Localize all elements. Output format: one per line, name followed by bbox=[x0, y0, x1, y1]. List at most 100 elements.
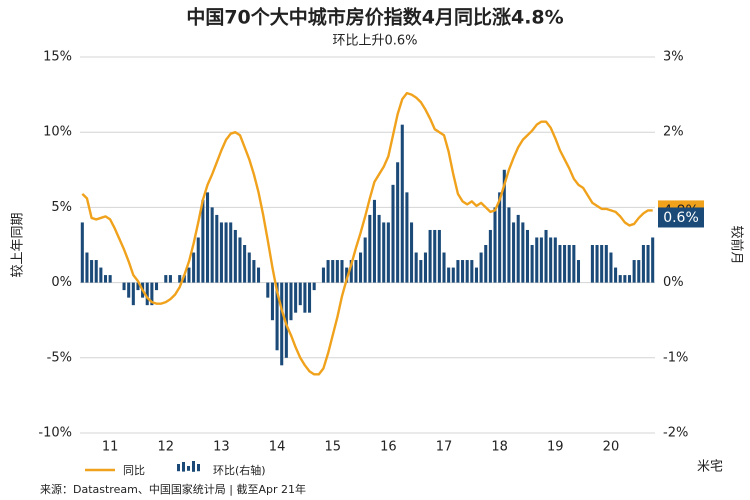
bar bbox=[154, 282, 159, 291]
bar bbox=[127, 282, 131, 298]
bar bbox=[233, 229, 237, 283]
y-tick-label: 0% bbox=[51, 275, 72, 290]
bar bbox=[145, 282, 149, 306]
bar bbox=[563, 245, 567, 283]
y-tick-label: -10% bbox=[38, 426, 72, 441]
bar bbox=[372, 199, 376, 283]
bar bbox=[196, 237, 200, 283]
y-tick-label: -5% bbox=[47, 350, 72, 365]
bar bbox=[192, 252, 196, 283]
bar bbox=[461, 260, 465, 283]
bar bbox=[349, 260, 353, 283]
legend-swatch bbox=[182, 462, 185, 472]
bar bbox=[150, 282, 154, 306]
bar bbox=[122, 282, 126, 291]
bar bbox=[410, 222, 414, 283]
bar bbox=[164, 275, 168, 283]
bar bbox=[614, 267, 618, 283]
x-tick-label: 14 bbox=[269, 440, 286, 455]
y2-tick-label: -2% bbox=[663, 426, 688, 441]
bar bbox=[553, 237, 557, 283]
bar bbox=[488, 229, 492, 283]
bar bbox=[437, 229, 441, 283]
bar bbox=[312, 282, 316, 291]
chart-subtitle: 环比上升0.6% bbox=[332, 34, 417, 49]
bar bbox=[345, 267, 349, 283]
bar bbox=[498, 192, 502, 283]
y-tick-label: 10% bbox=[43, 125, 72, 140]
x-tick-label: 15 bbox=[324, 440, 341, 455]
bar bbox=[391, 184, 395, 283]
bar bbox=[479, 252, 483, 283]
line bbox=[81, 91, 653, 376]
value-label: 0.6% bbox=[663, 210, 699, 226]
bar bbox=[572, 245, 576, 283]
bar bbox=[187, 267, 191, 283]
bar bbox=[623, 275, 627, 283]
bar bbox=[219, 222, 223, 283]
legend-label: 环比(右轴) bbox=[213, 463, 266, 477]
bar bbox=[442, 252, 446, 283]
bar bbox=[108, 275, 112, 283]
bar bbox=[386, 222, 390, 283]
watermark: 米宅 bbox=[697, 460, 723, 475]
bar bbox=[512, 222, 516, 283]
value-label-box bbox=[658, 207, 704, 228]
bar bbox=[428, 229, 432, 283]
bar bbox=[470, 260, 474, 283]
bar bbox=[456, 260, 460, 283]
bar bbox=[354, 260, 358, 283]
bar bbox=[136, 282, 140, 291]
bar bbox=[131, 282, 135, 306]
legend-label: 同比 bbox=[123, 464, 145, 477]
bar bbox=[210, 207, 214, 283]
bar bbox=[99, 267, 103, 283]
bar bbox=[94, 260, 98, 283]
bar bbox=[474, 267, 479, 283]
chart-title: 中国70个大中城市房价指数4月同比涨4.8% bbox=[186, 6, 563, 29]
bar bbox=[382, 222, 386, 283]
bar bbox=[275, 282, 279, 351]
bar bbox=[558, 245, 562, 283]
bar bbox=[423, 252, 427, 283]
legend-swatch bbox=[187, 466, 190, 471]
x-tick-label: 17 bbox=[436, 440, 453, 455]
bar bbox=[465, 260, 469, 283]
bar bbox=[637, 260, 641, 283]
bar bbox=[266, 282, 270, 298]
bar bbox=[600, 245, 604, 283]
y2-tick-label: 2% bbox=[663, 125, 684, 140]
bar bbox=[284, 282, 288, 358]
bar bbox=[651, 237, 655, 283]
bar bbox=[359, 252, 363, 283]
legend-swatch bbox=[192, 461, 195, 472]
bar bbox=[414, 252, 418, 283]
source-note: 来源：Datastream、中国国家统计局 | 截至Apr 21年 bbox=[40, 482, 306, 496]
bar bbox=[627, 275, 632, 283]
bar bbox=[80, 222, 84, 283]
bar bbox=[539, 237, 543, 283]
bar bbox=[567, 245, 571, 283]
bar bbox=[229, 222, 233, 283]
bar bbox=[609, 252, 613, 283]
bar bbox=[530, 245, 534, 283]
bar bbox=[103, 275, 108, 283]
bar bbox=[451, 267, 455, 283]
bar bbox=[368, 214, 372, 283]
bar bbox=[544, 229, 548, 283]
y-tick-label: 15% bbox=[43, 50, 72, 65]
bar bbox=[632, 260, 636, 283]
bar bbox=[303, 282, 307, 313]
bar bbox=[270, 282, 274, 321]
x-tick-label: 11 bbox=[102, 440, 119, 455]
y2-axis-label: 较前月 bbox=[729, 225, 745, 264]
bar bbox=[525, 229, 530, 283]
bar bbox=[331, 260, 335, 283]
bar bbox=[363, 237, 367, 283]
bar bbox=[396, 162, 400, 283]
bar bbox=[280, 282, 284, 366]
bar bbox=[289, 282, 293, 321]
bar bbox=[205, 192, 210, 283]
bar bbox=[521, 222, 525, 283]
